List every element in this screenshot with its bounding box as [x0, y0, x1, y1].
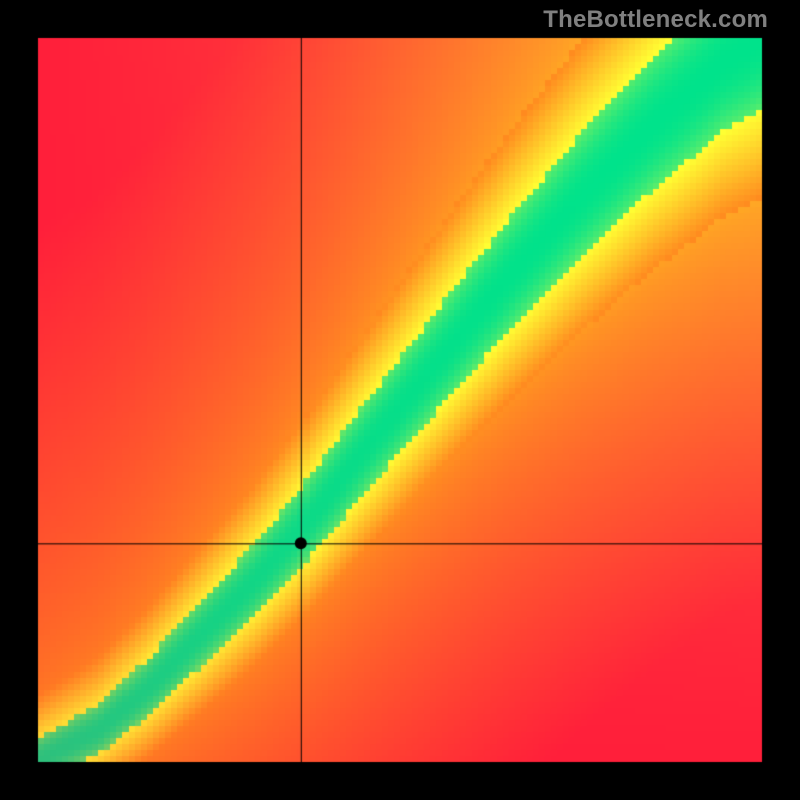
- watermark-text: TheBottleneck.com: [543, 6, 768, 34]
- chart-container: TheBottleneck.com: [0, 0, 800, 800]
- bottleneck-heatmap: [0, 0, 800, 800]
